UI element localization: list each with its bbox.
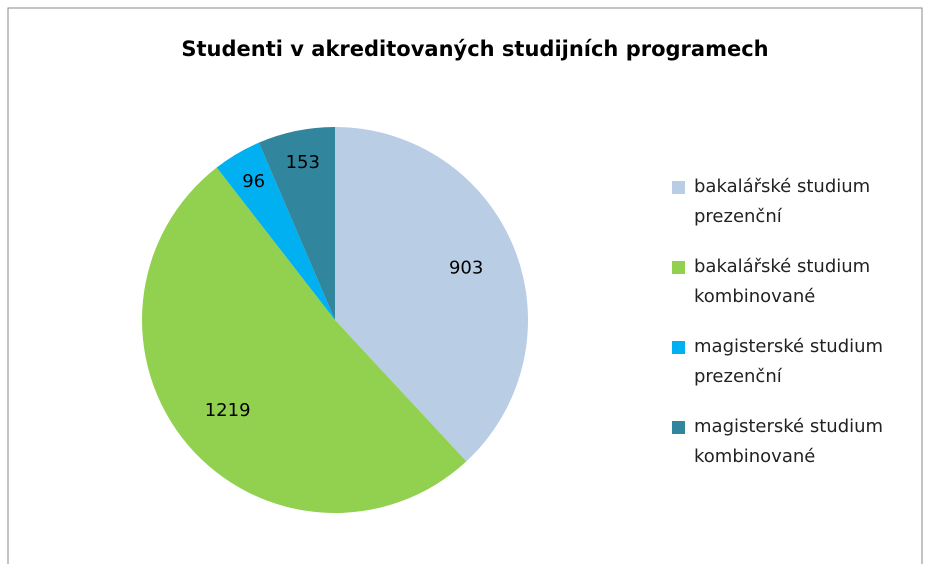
legend-label: bakalářské studium prezenční: [694, 176, 871, 227]
chart-title: Studenti v akreditovaných studijních pro…: [181, 37, 768, 61]
data-label: 1219: [205, 400, 251, 421]
pie-slice: [216, 142, 335, 320]
legend-label: magisterské studium prezenční: [694, 336, 884, 387]
pie-slice: [335, 127, 529, 462]
legend-swatch: [672, 421, 685, 434]
legend: bakalářské studium prezenční bakalářské s…: [672, 172, 908, 492]
data-label: 153: [286, 152, 320, 173]
legend-item: bakalářské studium kombinované: [672, 252, 908, 312]
legend-label: magisterské studium kombinované: [694, 416, 884, 467]
data-label: 96: [242, 171, 265, 192]
legend-swatch: [672, 341, 685, 354]
legend-item: magisterské studium prezenční: [672, 332, 908, 392]
legend-item: bakalářské studium prezenční: [672, 172, 908, 232]
pie-slice: [142, 167, 467, 513]
legend-item: magisterské studium kombinované: [672, 412, 908, 472]
legend-swatch: [672, 261, 685, 274]
data-label: 903: [449, 257, 483, 278]
legend-swatch: [672, 181, 685, 194]
legend-label: bakalářské studium kombinované: [694, 256, 871, 307]
pie-slice: [258, 127, 335, 320]
